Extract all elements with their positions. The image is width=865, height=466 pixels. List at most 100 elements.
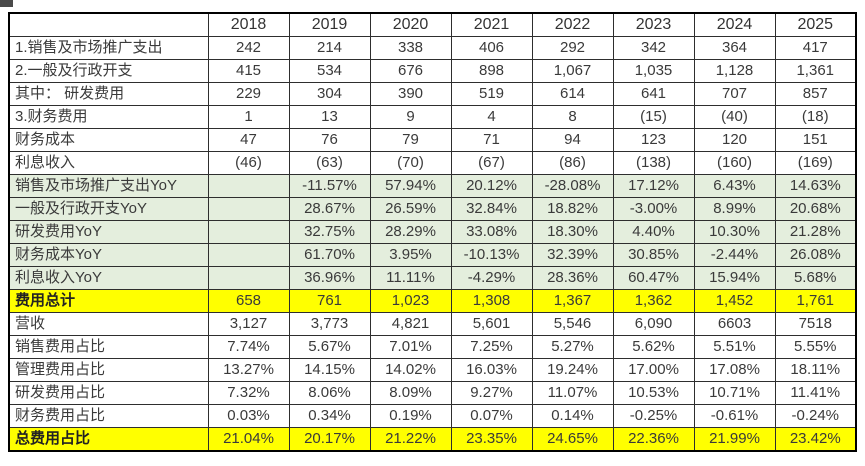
value-cell: 5,601 bbox=[450, 312, 533, 336]
value-cell: 61.70% bbox=[288, 243, 371, 267]
row-label: 总费用占比 bbox=[8, 427, 209, 452]
value-cell: 1,308 bbox=[450, 289, 533, 313]
value-cell: 7.01% bbox=[369, 335, 452, 359]
year-header-cell: 2025 bbox=[774, 12, 857, 37]
row-label: 研发费用占比 bbox=[8, 381, 209, 405]
value-cell: 7.32% bbox=[207, 381, 290, 405]
value-cell: 4 bbox=[450, 105, 533, 129]
value-cell: 0.34% bbox=[288, 404, 371, 428]
value-cell: 32.75% bbox=[288, 220, 371, 244]
value-cell: 6603 bbox=[693, 312, 776, 336]
value-cell: 11.07% bbox=[531, 381, 614, 405]
value-cell: 28.29% bbox=[369, 220, 452, 244]
row-label: 利息收入YoY bbox=[8, 266, 209, 290]
value-cell: -10.13% bbox=[450, 243, 533, 267]
value-cell: (169) bbox=[774, 151, 857, 175]
row-label: 利息收入 bbox=[8, 151, 209, 175]
value-cell: 32.84% bbox=[450, 197, 533, 221]
value-cell: -11.57% bbox=[288, 174, 371, 198]
value-cell: 17.12% bbox=[612, 174, 695, 198]
value-cell: 20.12% bbox=[450, 174, 533, 198]
value-cell: 658 bbox=[207, 289, 290, 313]
value-cell: 1,452 bbox=[693, 289, 776, 313]
value-cell: 4,821 bbox=[369, 312, 452, 336]
value-cell: -3.00% bbox=[612, 197, 695, 221]
value-cell: 5,546 bbox=[531, 312, 614, 336]
value-cell: 14.15% bbox=[288, 358, 371, 382]
spreadsheet-region: 2018 2019 2020 2021 2022 2023 2024 2025 1.销售及市场… bbox=[8, 12, 857, 452]
value-cell: 1,035 bbox=[612, 59, 695, 83]
table-row: 销售及市场推广支出YoY -11.57% 57.94% 20.12% -28.08% 17… bbox=[8, 174, 857, 198]
table-row: 管理费用占比 13.27% 14.15% 14.02% 16.03% 19.24% 17.0… bbox=[8, 358, 857, 382]
value-cell: -4.29% bbox=[450, 266, 533, 290]
table-row: 营收 3,127 3,773 4,821 5,601 5,546 6,090 6603 7518 bbox=[8, 312, 857, 336]
value-cell: 1,761 bbox=[774, 289, 857, 313]
table-row: 3.财务费用 1 13 9 4 8 (15) (40) (18) bbox=[8, 105, 857, 129]
value-cell: 16.03% bbox=[450, 358, 533, 382]
value-cell: 7.74% bbox=[207, 335, 290, 359]
value-cell: 26.08% bbox=[774, 243, 857, 267]
row-label: 财务成本 bbox=[8, 128, 209, 152]
value-cell: 21.22% bbox=[369, 427, 452, 452]
value-cell: 0.19% bbox=[369, 404, 452, 428]
value-cell bbox=[207, 174, 290, 198]
value-cell: 17.00% bbox=[612, 358, 695, 382]
year-header-cell: 2023 bbox=[612, 12, 695, 37]
value-cell: -2.44% bbox=[693, 243, 776, 267]
value-cell: 1,361 bbox=[774, 59, 857, 83]
table-row: 利息收入 (46) (63) (70) (67) (86) (138) (160) (169) bbox=[8, 151, 857, 175]
value-cell: 8 bbox=[531, 105, 614, 129]
value-cell: 857 bbox=[774, 82, 857, 106]
table-row: 财务成本YoY 61.70% 3.95% -10.13% 32.39% 30.85% -2.… bbox=[8, 243, 857, 267]
value-cell: (40) bbox=[693, 105, 776, 129]
year-header-row: 2018 2019 2020 2021 2022 2023 2024 2025 bbox=[8, 12, 857, 37]
value-cell: 1,067 bbox=[531, 59, 614, 83]
table-row: 1.销售及市场推广支出 242 214 338 406 292 342 364 417 bbox=[8, 36, 857, 60]
value-cell: 1,367 bbox=[531, 289, 614, 313]
value-cell: 13.27% bbox=[207, 358, 290, 382]
value-cell: 21.28% bbox=[774, 220, 857, 244]
value-cell: 8.09% bbox=[369, 381, 452, 405]
value-cell bbox=[207, 220, 290, 244]
value-cell: 24.65% bbox=[531, 427, 614, 452]
table-row: 2.一般及行政开支 415 534 676 898 1,067 1,035 1,128 1,36… bbox=[8, 59, 857, 83]
value-cell: -0.25% bbox=[612, 404, 695, 428]
value-cell: 60.47% bbox=[612, 266, 695, 290]
row-label: 销售及市场推广支出YoY bbox=[8, 174, 209, 198]
value-cell bbox=[207, 197, 290, 221]
row-label: 费用总计 bbox=[8, 289, 209, 313]
table-row: 研发费用占比 7.32% 8.06% 8.09% 9.27% 11.07% 10.53% 10… bbox=[8, 381, 857, 405]
value-cell: (160) bbox=[693, 151, 776, 175]
value-cell: 94 bbox=[531, 128, 614, 152]
value-cell: 3,127 bbox=[207, 312, 290, 336]
corner-cell bbox=[8, 12, 209, 37]
value-cell: 76 bbox=[288, 128, 371, 152]
value-cell: 22.36% bbox=[612, 427, 695, 452]
value-cell: 20.17% bbox=[288, 427, 371, 452]
value-cell: 0.03% bbox=[207, 404, 290, 428]
value-cell: 20.68% bbox=[774, 197, 857, 221]
year-header-cell: 2022 bbox=[531, 12, 614, 37]
value-cell: 214 bbox=[288, 36, 371, 60]
value-cell: 5.62% bbox=[612, 335, 695, 359]
value-cell: 21.99% bbox=[693, 427, 776, 452]
value-cell: 7518 bbox=[774, 312, 857, 336]
value-cell: -0.61% bbox=[693, 404, 776, 428]
value-cell: 5.55% bbox=[774, 335, 857, 359]
value-cell: 23.42% bbox=[774, 427, 857, 452]
value-cell: 5.67% bbox=[288, 335, 371, 359]
value-cell: 406 bbox=[450, 36, 533, 60]
value-cell: 10.71% bbox=[693, 381, 776, 405]
table-row: 费用总计 658 761 1,023 1,308 1,367 1,362 1,452 1,761 bbox=[8, 289, 857, 313]
value-cell: 304 bbox=[288, 82, 371, 106]
value-cell: 6,090 bbox=[612, 312, 695, 336]
value-cell: 1,362 bbox=[612, 289, 695, 313]
value-cell: (86) bbox=[531, 151, 614, 175]
value-cell: (138) bbox=[612, 151, 695, 175]
value-cell: 18.11% bbox=[774, 358, 857, 382]
table-row: 总费用占比 21.04% 20.17% 21.22% 23.35% 24.65% 22.36… bbox=[8, 427, 857, 452]
value-cell: 1,128 bbox=[693, 59, 776, 83]
table-row: 销售费用占比 7.74% 5.67% 7.01% 7.25% 5.27% 5.62% 5.51… bbox=[8, 335, 857, 359]
value-cell: 338 bbox=[369, 36, 452, 60]
table-row: 财务成本 47 76 79 71 94 123 120 151 bbox=[8, 128, 857, 152]
